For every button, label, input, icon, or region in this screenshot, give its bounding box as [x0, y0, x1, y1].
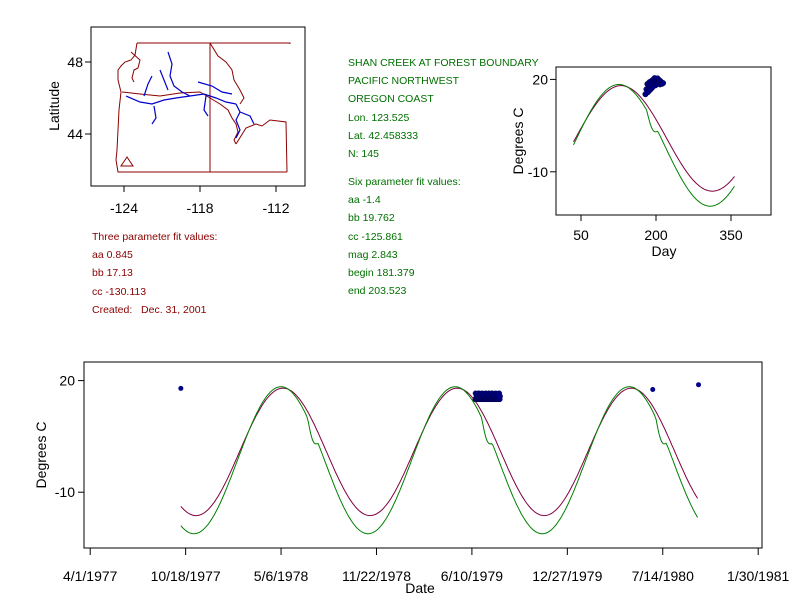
- ts-observation-point: [497, 393, 503, 400]
- six-param-bb: bb 19.762: [348, 212, 395, 225]
- ts-x-tick-label: 12/27/1979: [532, 568, 602, 584]
- site-n: N: 145: [348, 148, 379, 161]
- three-param-bb: bb 17.13: [92, 267, 133, 280]
- three-param-block: Three parameter fit values: aa 0.845 bb …: [92, 228, 217, 319]
- ts-x-tick-label: 7/14/1980: [632, 568, 694, 584]
- site-lon: Lon. 123.525: [348, 111, 410, 124]
- ts-x-tick-label: 10/18/1977: [151, 568, 221, 584]
- site-region: PACIFIC NORTHWEST: [348, 75, 460, 88]
- ts-observation-point: [650, 387, 656, 393]
- map-lon-tick-112: -112: [263, 200, 290, 216]
- site-marker-icon: [120, 156, 134, 167]
- six-param-block: Six parameter fit values: aa -1.4 bb 19.…: [348, 173, 461, 300]
- six-param-end: end 203.523: [348, 285, 407, 298]
- ts-six-param-fit-curve: [180, 386, 699, 535]
- ts-y-tick-label: 20: [59, 373, 75, 389]
- ts-x-tick-label: 1/30/1981: [727, 568, 789, 584]
- six-param-mag: mag 2.843: [348, 248, 398, 261]
- ts-x-tick-label: 6/10/1979: [441, 568, 503, 584]
- day-observation-point: [659, 80, 667, 87]
- ts-y-tick-label: -10: [55, 484, 75, 500]
- ts-x-tick-label: 4/1/1977: [63, 568, 118, 584]
- day-y-tick-label: -10: [528, 164, 548, 180]
- three-param-aa: aa 0.845: [92, 249, 133, 262]
- ts-observation-point: [696, 382, 702, 388]
- site-subregion: OREGON COAST: [348, 93, 434, 106]
- map-lon-tick-118: -118: [187, 200, 214, 216]
- ts-observation-point: [178, 385, 184, 391]
- site-name: SHAN CREEK AT FOREST BOUNDARY: [348, 57, 539, 69]
- six-param-begin: begin 181.379: [348, 267, 415, 280]
- map-frame: [90, 26, 306, 187]
- day-chart-ylabel: Degrees C: [510, 108, 526, 175]
- day-x-tick-label: 200: [644, 227, 668, 243]
- six-param-fit-curve: [573, 84, 735, 207]
- ts-chart-xlabel: Date: [405, 580, 435, 596]
- three-param-fit-curve: [573, 85, 735, 192]
- day-x-tick-label: 50: [573, 227, 589, 243]
- site-lat: Lat. 42.458333: [348, 129, 419, 142]
- ts-x-tick-label: 11/22/1978: [342, 568, 411, 584]
- day-chart-xlabel: Day: [652, 243, 677, 259]
- site-info-block: SHAN CREEK AT FOREST BOUNDARY PACIFIC NO…: [348, 54, 539, 163]
- three-param-cc: cc -130.113: [92, 285, 147, 298]
- ts-chart-frame: [83, 361, 763, 549]
- rivers: [125, 51, 255, 139]
- day-chart-frame: [555, 66, 772, 216]
- six-param-heading: Six parameter fit values:: [348, 176, 461, 188]
- ts-x-tick-label: 5/6/1978: [254, 568, 309, 584]
- created-date: Created: Dec. 31, 2001: [92, 303, 207, 316]
- day-y-tick-label: 20: [532, 71, 548, 87]
- map-ylabel: Latitude: [46, 81, 62, 131]
- day-x-tick-label: 350: [719, 227, 743, 243]
- map-lat-tick-48: 48: [67, 54, 83, 70]
- ts-chart-ylabel: Degrees C: [33, 422, 49, 489]
- map-lon-tick-124: -124: [110, 200, 138, 216]
- three-param-heading: Three parameter fit values:: [92, 231, 218, 243]
- six-param-cc: cc -125.861: [348, 230, 403, 243]
- ts-three-param-fit-curve: [180, 387, 699, 517]
- map-lat-tick-44: 44: [67, 126, 83, 142]
- state-borders: [115, 42, 291, 173]
- six-param-aa: aa -1.4: [348, 194, 381, 207]
